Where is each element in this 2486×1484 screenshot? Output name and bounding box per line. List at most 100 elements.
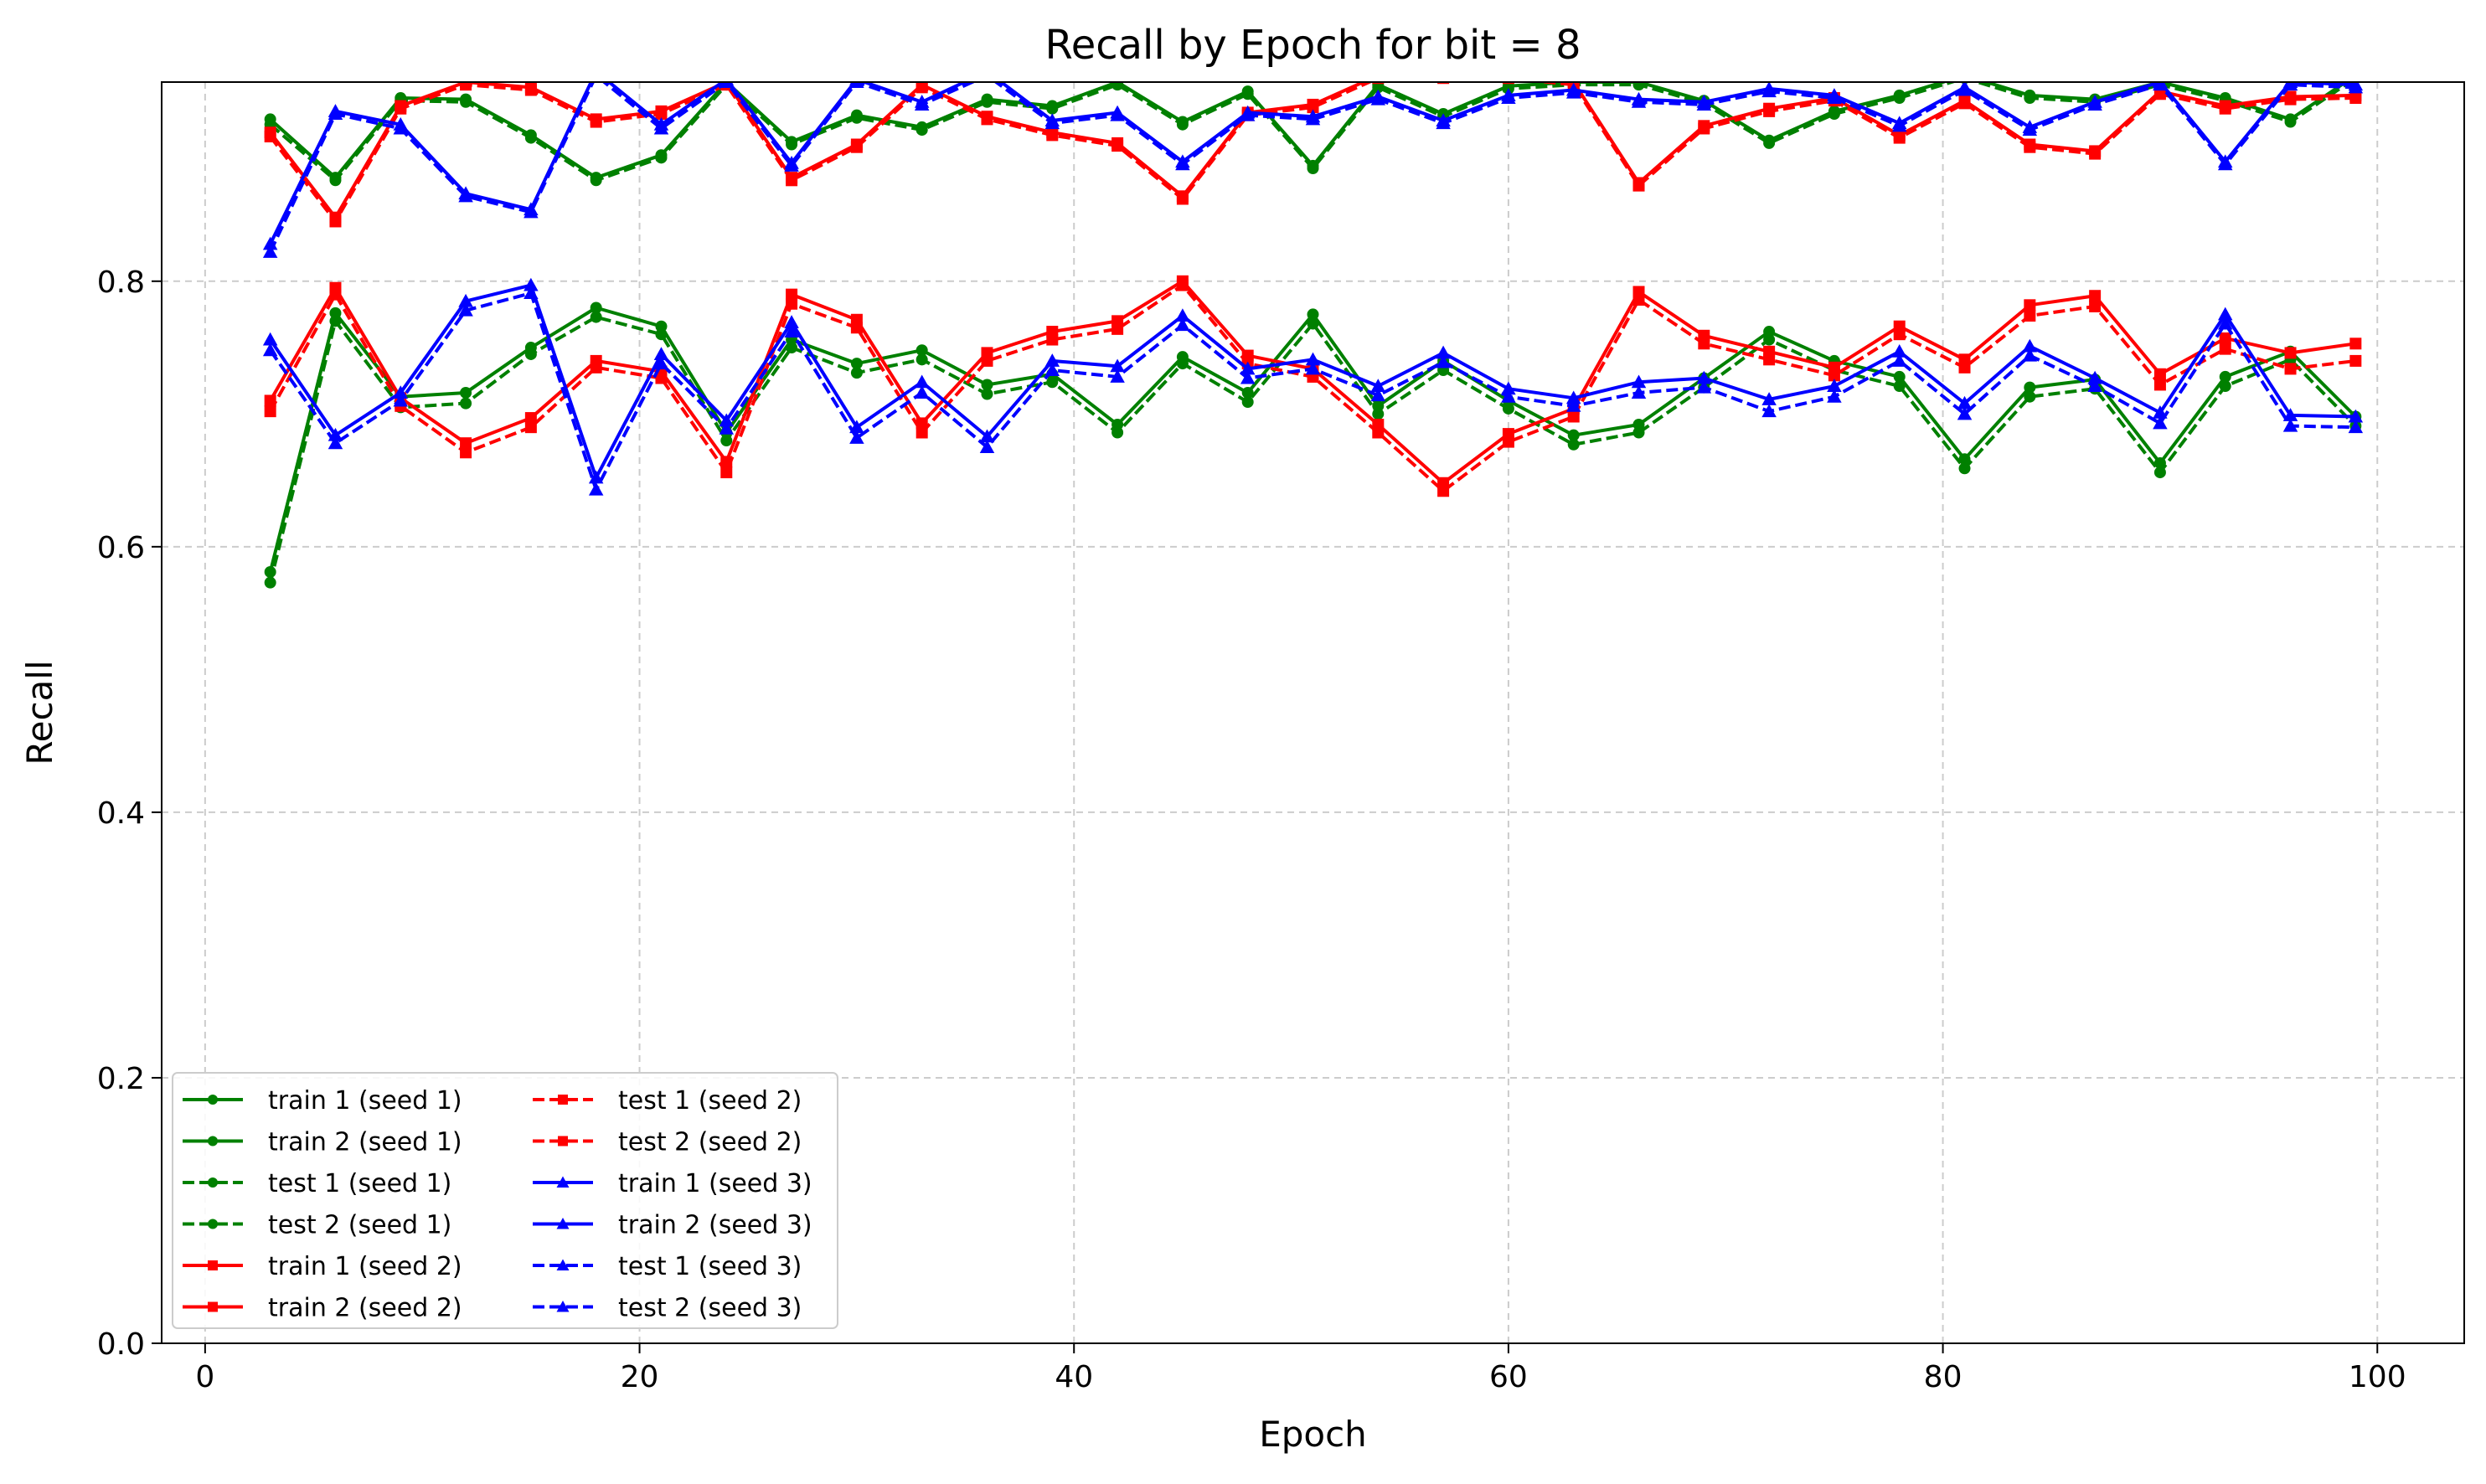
- data-point: [850, 367, 863, 379]
- data-point: [1372, 408, 1385, 420]
- data-point: [1502, 402, 1514, 415]
- data-point: [524, 286, 539, 300]
- data-point: [393, 121, 409, 135]
- legend-item: test 2 (seed 3): [533, 1294, 802, 1323]
- data-point: [1175, 157, 1190, 171]
- data-point: [1828, 369, 1840, 382]
- legend-marker: [558, 1136, 568, 1146]
- legend-marker: [208, 1136, 218, 1146]
- legend-item: train 2 (seed 3): [533, 1211, 812, 1240]
- data-point: [2153, 379, 2166, 391]
- data-point: [1241, 386, 1254, 399]
- data-point: [1632, 426, 1645, 439]
- data-point: [2024, 92, 2036, 105]
- data-point: [1437, 82, 1450, 85]
- data-point: [1631, 95, 1647, 108]
- legend-marker: [556, 1176, 570, 1188]
- data-point: [393, 393, 409, 407]
- data-point: [1370, 379, 1386, 393]
- data-point: [1372, 70, 1384, 81]
- data-point: [262, 343, 278, 357]
- data-point: [524, 412, 537, 425]
- data-point: [915, 344, 928, 357]
- data-point: [2022, 122, 2038, 137]
- data-point: [460, 82, 472, 91]
- data-point: [1696, 379, 1712, 394]
- data-point: [1503, 70, 1514, 81]
- data-point: [786, 342, 798, 354]
- data-point: [719, 82, 735, 88]
- data-point: [458, 302, 473, 317]
- data-point: [1175, 308, 1190, 322]
- legend-frame: [172, 1072, 838, 1329]
- data-point: [328, 435, 343, 450]
- legend-label: test 1 (seed 2): [618, 1086, 802, 1116]
- legend-marker: [558, 1095, 568, 1105]
- data-point: [2153, 466, 2166, 479]
- data-point: [850, 141, 863, 153]
- plot-frame: [161, 81, 2465, 1344]
- data-point: [1696, 370, 1712, 384]
- data-point: [1370, 91, 1386, 106]
- data-point: [2217, 307, 2233, 321]
- data-point: [915, 353, 928, 366]
- data-point: [1565, 85, 1581, 99]
- data-point: [1176, 358, 1189, 370]
- data-point: [914, 385, 930, 399]
- data-point: [2349, 70, 2361, 81]
- data-point: [395, 102, 407, 115]
- legend-item: train 1 (seed 3): [533, 1169, 812, 1198]
- data-point: [1957, 395, 1973, 410]
- data-point: [524, 204, 539, 219]
- data-point: [849, 430, 864, 444]
- data-point: [2284, 347, 2297, 359]
- data-point: [1046, 376, 1059, 389]
- x-tick-label: 60: [1489, 1360, 1528, 1394]
- data-point: [1110, 369, 1125, 383]
- data-point: [2219, 370, 2231, 383]
- data-point: [1111, 322, 1124, 335]
- legend-marker: [208, 1095, 218, 1105]
- data-point: [981, 388, 993, 400]
- data-point: [2282, 82, 2298, 91]
- data-point: [1763, 105, 1776, 117]
- data-point: [914, 97, 930, 111]
- data-point: [655, 372, 668, 384]
- data-point: [1176, 118, 1189, 131]
- data-point: [1632, 179, 1645, 192]
- data-point: [1959, 70, 1971, 81]
- legend-item: train 2 (seed 2): [183, 1294, 462, 1323]
- x-tick-label: 20: [621, 1360, 659, 1394]
- data-point: [981, 379, 993, 391]
- data-point: [458, 188, 473, 203]
- data-point: [1436, 345, 1451, 359]
- data-point: [590, 311, 602, 323]
- data-point: [1632, 82, 1645, 91]
- data-point: [264, 576, 276, 589]
- data-point: [1891, 118, 1907, 132]
- series-test-1-seed-1: [264, 82, 2360, 187]
- series-train-1-seed-2: [264, 70, 2362, 224]
- data-point: [1436, 354, 1451, 368]
- data-point: [655, 152, 668, 164]
- data-point: [2024, 310, 2036, 322]
- x-tick-label: 80: [1924, 1360, 1962, 1394]
- data-point: [1761, 392, 1777, 405]
- legend-marker: [556, 1218, 570, 1229]
- legend-label: test 2 (seed 2): [618, 1128, 802, 1157]
- data-point: [1305, 111, 1321, 126]
- data-point: [1110, 107, 1125, 121]
- data-point: [1763, 137, 1776, 149]
- data-point: [2089, 290, 2102, 302]
- y-tick-label: 0.4: [97, 796, 145, 831]
- data-point: [1891, 353, 1907, 367]
- data-point: [1307, 101, 1319, 114]
- data-point: [1240, 370, 1256, 384]
- legend-item: train 1 (seed 1): [183, 1086, 462, 1116]
- data-point: [1437, 485, 1450, 497]
- data-point: [1893, 131, 1906, 144]
- data-point: [2348, 82, 2364, 94]
- data-point: [262, 332, 278, 346]
